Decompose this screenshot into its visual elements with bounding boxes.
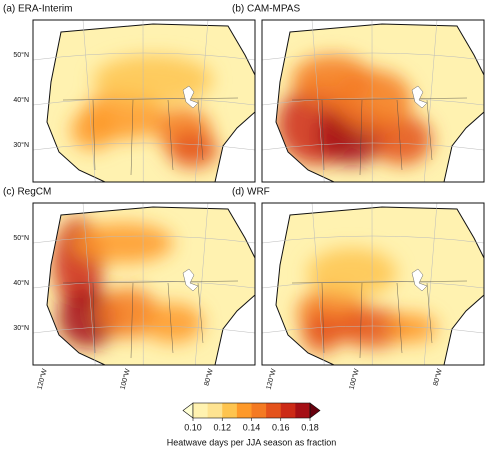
lat-label: 50°N xyxy=(13,234,29,242)
colorbar-segment xyxy=(252,403,267,418)
hotspot xyxy=(71,110,115,150)
lon-label: 120°W xyxy=(36,368,49,391)
heat-field xyxy=(33,20,255,182)
colorbar-segment xyxy=(222,403,237,418)
lon-label: 80°W xyxy=(203,368,215,387)
hotspot xyxy=(143,303,203,343)
map-panel xyxy=(262,203,484,365)
lat-label: 50°N xyxy=(13,51,29,59)
colorbar-tick-label: 0.10 xyxy=(184,422,202,432)
hotspot xyxy=(307,248,397,298)
colorbar-tick-label: 0.18 xyxy=(301,422,319,432)
heat-field xyxy=(262,203,484,365)
panel-title: (c) RegCM xyxy=(3,187,51,198)
map-panel xyxy=(262,20,484,182)
colorbar-tick-label: 0.14 xyxy=(243,422,261,432)
lon-label: 100°W xyxy=(348,368,361,391)
colorbar-segment xyxy=(281,403,296,418)
colorbar-segment xyxy=(193,403,208,418)
colorbar-extend-low xyxy=(183,403,193,418)
colorbar-label: Heatwave days per JJA season as fraction xyxy=(167,437,337,447)
colorbar-segment xyxy=(295,403,310,418)
lon-label: 100°W xyxy=(119,368,132,391)
panel-title: (a) ERA-Interim xyxy=(3,4,72,15)
colorbar-tick-label: 0.12 xyxy=(213,422,231,432)
lon-label: 80°W xyxy=(432,368,444,387)
lon-label: 120°W xyxy=(265,368,278,391)
heat-field xyxy=(262,20,484,182)
colorbar-segment xyxy=(266,403,281,418)
colorbar-extend-high xyxy=(310,403,320,418)
panel-title: (d) WRF xyxy=(232,187,270,198)
map-panel xyxy=(33,203,255,365)
panel-title: (b) CAM-MPAS xyxy=(232,4,300,15)
colorbar-tick-label: 0.16 xyxy=(272,422,290,432)
hotspot xyxy=(73,223,173,263)
hotspot xyxy=(93,55,213,105)
lat-label: 40°N xyxy=(13,96,29,104)
hotspot xyxy=(168,132,218,168)
map-panel xyxy=(33,20,255,182)
lat-label: 40°N xyxy=(13,279,29,287)
colorbar-segment xyxy=(208,403,223,418)
lat-label: 30°N xyxy=(13,324,29,332)
heat-field xyxy=(33,203,255,365)
colorbar-segment xyxy=(237,403,252,418)
lat-label: 30°N xyxy=(13,141,29,149)
